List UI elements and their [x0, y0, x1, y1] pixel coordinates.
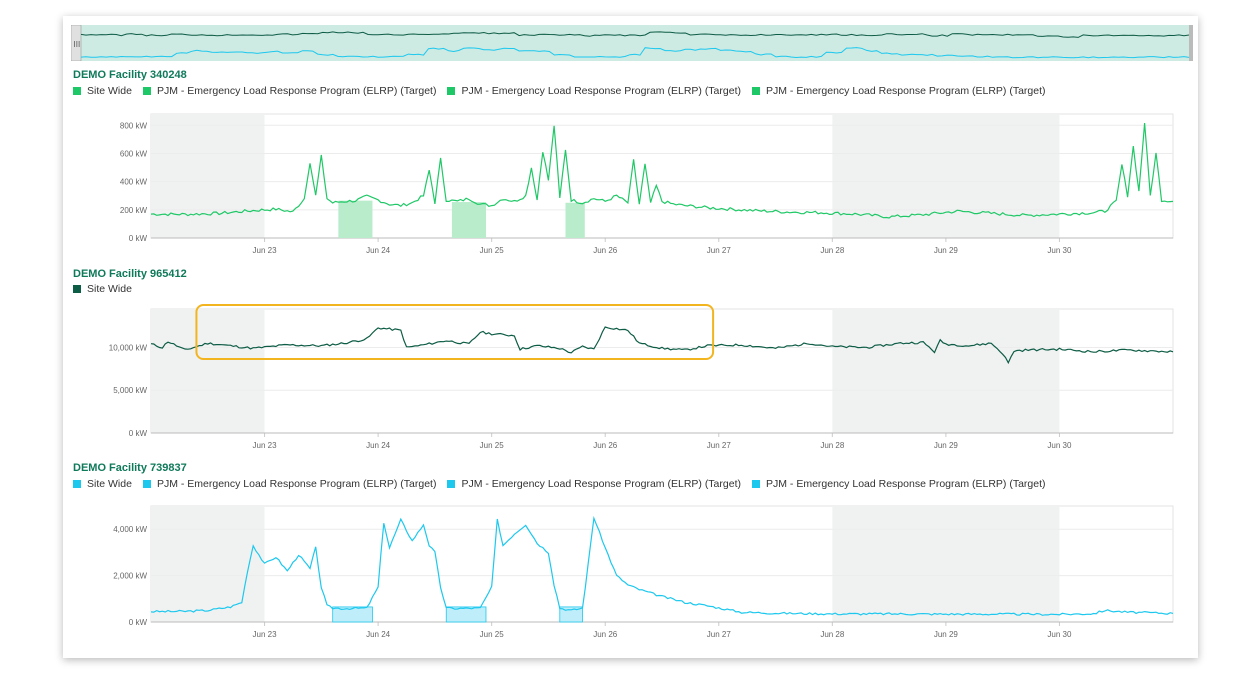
facility-title-3: DEMO Facility 739837: [73, 462, 187, 474]
legend-item-site-wide[interactable]: Site Wide: [73, 283, 132, 295]
weekend-shading: [151, 309, 265, 433]
legend-label: PJM - Emergency Load Response Program (E…: [766, 85, 1046, 97]
weekend-shading: [151, 114, 265, 238]
legend-swatch: [142, 480, 151, 488]
y-tick-label: 200 kW: [120, 206, 148, 215]
weekend-shading: [151, 506, 265, 622]
y-tick-label: 800 kW: [120, 121, 148, 130]
y-tick-label: 10,000 kW: [109, 343, 148, 352]
chart-facility-965412[interactable]: 0 kW 5,000 kW 10,000 kW Jun 23 Jun 24 Jun 25 J…: [63, 301, 1198, 461]
y-tick-label: 4,000 kW: [113, 525, 147, 534]
x-tick-label: Jun 26: [593, 441, 618, 450]
x-tick-label: Jun 26: [593, 246, 618, 255]
legend-label: PJM - Emergency Load Response Program (E…: [156, 478, 437, 490]
x-tick-label: Jun 27: [707, 630, 732, 639]
x-tick-label: Jun 30: [1047, 246, 1072, 255]
legend-2: Site Wide: [73, 283, 132, 295]
facility-title-2: DEMO Facility 965412: [73, 268, 187, 280]
legend-label: Site Wide: [87, 85, 132, 97]
highlight-box: [195, 304, 715, 360]
legend-1: Site Wide PJM - Emergency Load Response …: [73, 85, 1046, 97]
elrp-target-event: [332, 606, 373, 623]
elrp-target-event: [445, 606, 487, 623]
x-tick-label: Jun 30: [1047, 630, 1072, 639]
x-tick-label: Jun 30: [1047, 441, 1072, 450]
x-tick-label: Jun 23: [253, 441, 278, 450]
elrp-target-event: [338, 200, 373, 238]
legend-label: Site Wide: [87, 283, 132, 295]
navigator-grip-icon: III: [74, 40, 81, 49]
x-tick-label: Jun 27: [707, 441, 732, 450]
legend-item-site-wide[interactable]: Site Wide: [73, 85, 132, 97]
legend-label: Site Wide: [87, 478, 132, 490]
chart-facility-340248[interactable]: 0 kW 200 kW 400 kW 600 kW 800 kW Jun 23 Jun 24…: [63, 106, 1198, 266]
y-tick-label: 0 kW: [129, 429, 148, 438]
x-tick-label: Jun 29: [934, 246, 959, 255]
series-line-site-wide[interactable]: [150, 123, 1174, 219]
navigator-trace: [80, 47, 1190, 59]
facility-title-1: DEMO Facility 340248: [73, 69, 187, 81]
y-tick-label: 600 kW: [120, 149, 148, 158]
dashboard-card: III DEMO Facility 340248 Site Wide PJM -…: [63, 16, 1198, 658]
legend-swatch: [73, 480, 81, 488]
x-tick-label: Jun 25: [480, 441, 505, 450]
elrp-target-event: [565, 202, 585, 238]
x-tick-label: Jun 25: [480, 630, 505, 639]
legend-swatch: [752, 87, 760, 95]
weekend-shading: [832, 114, 1060, 238]
chart-facility-739837[interactable]: 0 kW 2,000 kW 4,000 kW Jun 23 Jun 24 Jun 25 Ju…: [63, 498, 1198, 653]
y-tick-label: 0 kW: [129, 618, 148, 627]
navigator-left-handle[interactable]: [71, 25, 82, 61]
legend-swatch: [142, 87, 151, 95]
legend-item-elrp-target[interactable]: PJM - Emergency Load Response Program (E…: [142, 85, 437, 97]
x-tick-label: Jun 24: [366, 630, 391, 639]
legend-swatch: [73, 285, 81, 293]
y-tick-label: 0 kW: [129, 234, 148, 243]
time-range-navigator[interactable]: III: [71, 25, 1193, 61]
navigator-right-edge[interactable]: [1189, 25, 1193, 61]
y-tick-label: 400 kW: [120, 178, 148, 187]
x-tick-label: Jun 23: [253, 630, 278, 639]
legend-item-elrp-target[interactable]: PJM - Emergency Load Response Program (E…: [447, 85, 741, 97]
legend-swatch: [752, 480, 760, 488]
x-tick-label: Jun 23: [253, 246, 278, 255]
series-line-site-wide[interactable]: [150, 326, 1174, 365]
navigator-background: [71, 25, 1193, 61]
x-tick-label: Jun 24: [366, 246, 391, 255]
x-tick-label: Jun 28: [820, 630, 845, 639]
x-tick-label: Jun 29: [934, 441, 959, 450]
x-tick-label: Jun 24: [366, 441, 391, 450]
x-tick-label: Jun 26: [593, 630, 618, 639]
x-tick-label: Jun 27: [707, 246, 732, 255]
legend-label: PJM - Emergency Load Response Program (E…: [461, 85, 741, 97]
legend-swatch: [447, 480, 456, 488]
weekend-shading: [832, 506, 1060, 622]
legend-swatch: [73, 87, 81, 95]
x-tick-label: Jun 28: [820, 441, 845, 450]
series-line-site-wide[interactable]: [150, 515, 1174, 616]
legend-item-elrp-target[interactable]: PJM - Emergency Load Response Program (E…: [447, 478, 741, 490]
navigator-trace: [80, 31, 1190, 38]
legend-label: PJM - Emergency Load Response Program (E…: [461, 478, 741, 490]
legend-item-site-wide[interactable]: Site Wide: [73, 478, 132, 490]
legend-item-elrp-target[interactable]: PJM - Emergency Load Response Program (E…: [752, 85, 1046, 97]
x-tick-label: Jun 25: [480, 246, 505, 255]
legend-3: Site Wide PJM - Emergency Load Response …: [73, 478, 1046, 490]
legend-label: PJM - Emergency Load Response Program (E…: [156, 85, 437, 97]
legend-swatch: [447, 87, 456, 95]
legend-label: PJM - Emergency Load Response Program (E…: [766, 478, 1046, 490]
x-tick-label: Jun 28: [820, 246, 845, 255]
elrp-target-event: [451, 202, 486, 238]
x-tick-label: Jun 29: [934, 630, 959, 639]
y-tick-label: 2,000 kW: [113, 572, 147, 581]
y-tick-label: 5,000 kW: [113, 386, 147, 395]
weekend-shading: [832, 309, 1060, 433]
legend-item-elrp-target[interactable]: PJM - Emergency Load Response Program (E…: [142, 478, 437, 490]
legend-item-elrp-target[interactable]: PJM - Emergency Load Response Program (E…: [752, 478, 1046, 490]
